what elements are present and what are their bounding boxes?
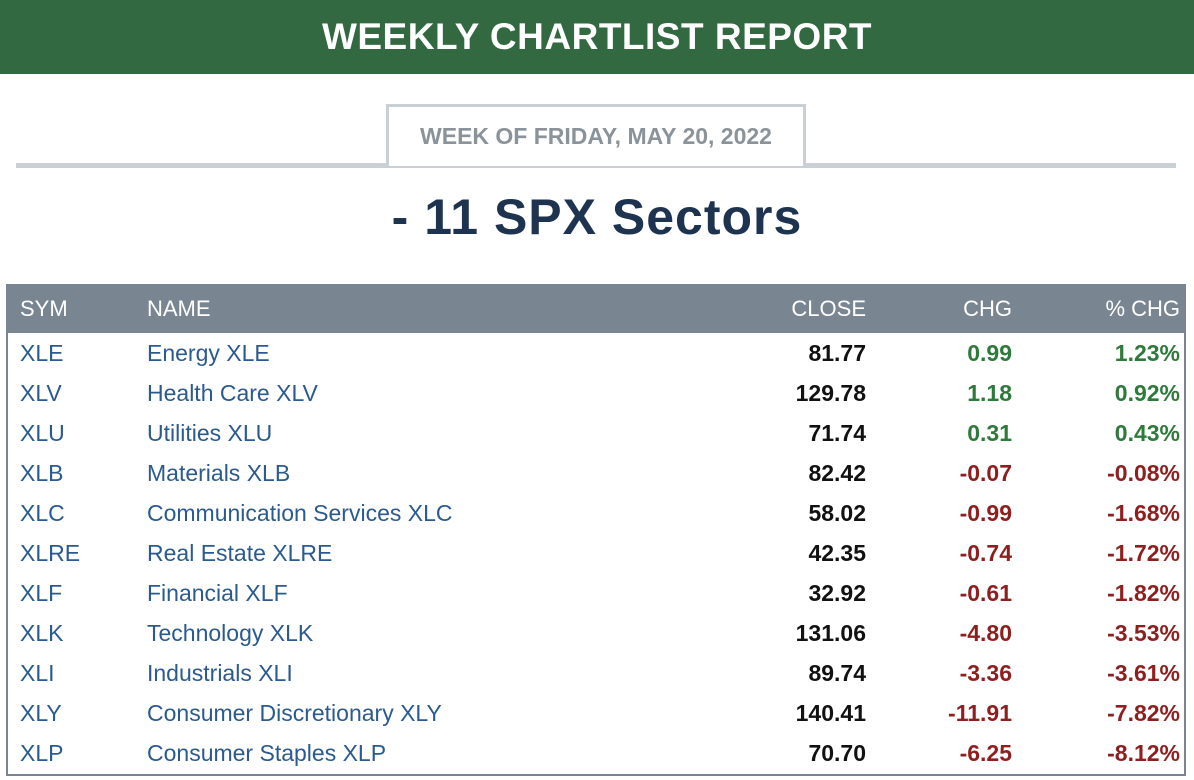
row-close-value: 32.92 [808, 579, 866, 606]
row-close-value: 81.77 [808, 339, 866, 366]
table-row[interactable]: XLK Technology XLK 131.06 -4.80 -3.53% [8, 613, 1184, 653]
row-close-value: 82.42 [808, 459, 866, 486]
col-header-close[interactable]: CLOSE [791, 295, 866, 321]
row-symbol-link[interactable]: XLRE [20, 539, 81, 566]
row-name-link[interactable]: Technology XLK [147, 619, 314, 646]
table-row[interactable]: XLU Utilities XLU 71.74 0.31 0.43% [8, 413, 1184, 453]
row-change-value: -6.25 [959, 739, 1012, 766]
row-symbol-link[interactable]: XLV [20, 379, 62, 406]
row-close-value: 89.74 [808, 659, 866, 686]
col-header-pct-chg[interactable]: % CHG [1105, 295, 1180, 321]
row-change-value: 1.18 [967, 379, 1012, 406]
row-name-link[interactable]: Communication Services XLC [147, 499, 453, 526]
row-symbol-link[interactable]: XLE [20, 339, 64, 366]
row-close-value: 71.74 [808, 419, 866, 446]
table-body: XLE Energy XLE 81.77 0.99 1.23% XLV Health Car… [8, 333, 1184, 773]
row-symbol-link[interactable]: XLU [20, 419, 65, 446]
row-change-value: -4.80 [959, 619, 1012, 646]
col-header-sym[interactable]: SYM [20, 295, 68, 321]
row-symbol-link[interactable]: XLF [20, 579, 63, 606]
row-close-value: 131.06 [795, 619, 866, 646]
row-name-link[interactable]: Industrials XLI [147, 659, 293, 686]
row-name-link[interactable]: Energy XLE [147, 339, 270, 366]
row-name-link[interactable]: Consumer Discretionary XLY [147, 699, 442, 726]
row-symbol-link[interactable]: XLB [20, 459, 64, 486]
report-banner: WEEKLY CHARTLIST REPORT [0, 0, 1194, 74]
row-change-value: 0.99 [967, 339, 1012, 366]
row-name-link[interactable]: Consumer Staples XLP [147, 739, 387, 766]
row-change-value: -3.36 [959, 659, 1012, 686]
row-pct-change-value: -1.68% [1107, 499, 1180, 526]
row-pct-change-value: -8.12% [1107, 739, 1180, 766]
table-header: SYM NAME CLOSE CHG % CHG [8, 284, 1184, 333]
sector-table: SYM NAME CLOSE CHG % CHG XLE Energy XLE 81… [6, 284, 1186, 776]
row-symbol-link[interactable]: XLP [20, 739, 64, 766]
row-symbol-link[interactable]: XLK [20, 619, 64, 646]
table-row[interactable]: XLV Health Care XLV 129.78 1.18 0.92% [8, 373, 1184, 413]
table-row[interactable]: XLRE Real Estate XLRE 42.35 -0.74 -1.72% [8, 533, 1184, 573]
table-row[interactable]: XLB Materials XLB 82.42 -0.07 -0.08% [8, 453, 1184, 493]
table-row[interactable]: XLC Communication Services XLC 58.02 -0.99 -… [8, 493, 1184, 533]
week-label-box: WEEK OF FRIDAY, MAY 20, 2022 [386, 104, 806, 166]
section-title: - 11 SPX Sectors [391, 189, 803, 245]
row-pct-change-value: -7.82% [1107, 699, 1180, 726]
row-change-value: 0.31 [967, 419, 1012, 446]
row-name-link[interactable]: Health Care XLV [147, 379, 318, 406]
row-pct-change-value: -1.72% [1107, 539, 1180, 566]
row-change-value: -0.07 [959, 459, 1012, 486]
row-symbol-link[interactable]: XLY [20, 699, 62, 726]
row-close-value: 129.78 [795, 379, 866, 406]
col-header-name[interactable]: NAME [147, 295, 211, 321]
row-close-value: 70.70 [808, 739, 866, 766]
row-pct-change-value: -1.82% [1107, 579, 1180, 606]
row-close-value: 140.41 [795, 699, 866, 726]
row-pct-change-value: -0.08% [1107, 459, 1180, 486]
table-row[interactable]: XLE Energy XLE 81.77 0.99 1.23% [8, 333, 1184, 373]
table-row[interactable]: XLF Financial XLF 32.92 -0.61 -1.82% [8, 573, 1184, 613]
row-pct-change-value: 0.43% [1114, 419, 1180, 446]
table-row[interactable]: XLP Consumer Staples XLP 70.70 -6.25 -8.12% [8, 733, 1184, 773]
row-change-value: -0.74 [959, 539, 1012, 566]
row-pct-change-value: 1.23% [1114, 339, 1180, 366]
row-name-link[interactable]: Real Estate XLRE [147, 539, 333, 566]
row-change-value: -0.99 [959, 499, 1012, 526]
row-pct-change-value: 0.92% [1114, 379, 1180, 406]
row-name-link[interactable]: Financial XLF [147, 579, 288, 606]
row-close-value: 42.35 [808, 539, 866, 566]
table-row[interactable]: XLI Industrials XLI 89.74 -3.36 -3.61% [8, 653, 1184, 693]
row-symbol-link[interactable]: XLI [20, 659, 55, 686]
row-close-value: 58.02 [808, 499, 866, 526]
table-row[interactable]: XLY Consumer Discretionary XLY 140.41 -11.9… [8, 693, 1184, 733]
row-pct-change-value: -3.61% [1107, 659, 1180, 686]
report-title: WEEKLY CHARTLIST REPORT [321, 16, 873, 57]
week-label: WEEK OF FRIDAY, MAY 20, 2022 [420, 123, 772, 149]
row-change-value: -11.91 [948, 699, 1012, 726]
row-symbol-link[interactable]: XLC [20, 499, 65, 526]
row-name-link[interactable]: Materials XLB [147, 459, 291, 486]
row-name-link[interactable]: Utilities XLU [147, 419, 273, 446]
row-change-value: -0.61 [959, 579, 1012, 606]
row-pct-change-value: -3.53% [1107, 619, 1180, 646]
col-header-chg[interactable]: CHG [963, 295, 1012, 321]
